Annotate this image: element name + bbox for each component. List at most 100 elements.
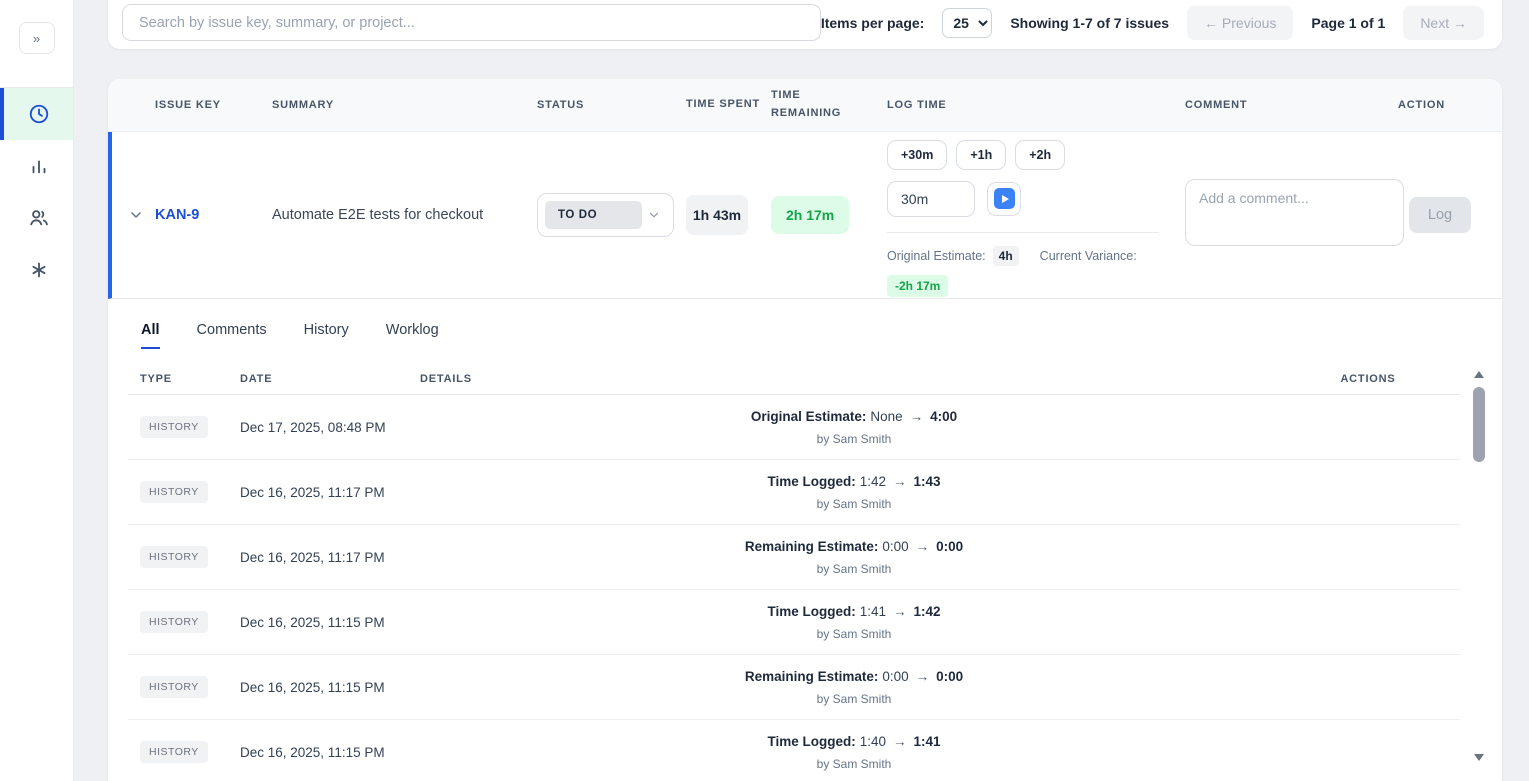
activity-date: Dec 17, 2025, 08:48 PM bbox=[240, 419, 386, 435]
detail-author: by Sam Smith bbox=[816, 756, 892, 771]
users-icon bbox=[28, 207, 50, 229]
activity-details: Time Logged: 1:40 → 1:41 by Sam Smith bbox=[420, 734, 1288, 771]
arrow-right-icon: → bbox=[893, 603, 907, 619]
comment-input[interactable] bbox=[1185, 179, 1404, 246]
next-page-button[interactable]: Next → bbox=[1403, 5, 1484, 40]
activity-details: Time Logged: 1:42 → 1:43 by Sam Smith bbox=[420, 474, 1288, 511]
scroll-up-arrow-icon[interactable] bbox=[1474, 371, 1484, 378]
arrow-right-icon: → bbox=[909, 408, 924, 424]
log-button[interactable]: Log bbox=[1408, 197, 1472, 233]
type-badge: HISTORY bbox=[140, 416, 208, 438]
arrow-right-icon: → bbox=[893, 733, 907, 749]
activity-date: Dec 16, 2025, 11:15 PM bbox=[240, 679, 385, 695]
header-action: ACTION bbox=[1398, 99, 1445, 111]
asterisk-icon bbox=[28, 259, 50, 281]
detail-author: by Sam Smith bbox=[816, 496, 892, 511]
issue-key-link[interactable]: KAN-9 bbox=[155, 207, 200, 223]
scroll-down-arrow-icon[interactable] bbox=[1473, 754, 1484, 761]
activity-date: Dec 16, 2025, 11:15 PM bbox=[240, 744, 385, 760]
detail-field-label: Remaining Estimate: bbox=[744, 668, 879, 684]
activity-details: Time Logged: 1:41 → 1:42 by Sam Smith bbox=[420, 604, 1288, 641]
detail-from-value: None bbox=[870, 408, 903, 424]
sidebar-item-reports[interactable] bbox=[0, 140, 73, 192]
scrollbar-thumb[interactable] bbox=[1473, 387, 1485, 462]
play-icon bbox=[993, 188, 1015, 209]
sidebar-divider bbox=[0, 87, 73, 88]
tab-all[interactable]: All bbox=[141, 322, 160, 349]
detail-to-value: 1:42 bbox=[913, 603, 941, 619]
activity-row: HISTORY Dec 16, 2025, 11:17 PM Time Logg… bbox=[128, 460, 1460, 525]
start-timer-button[interactable] bbox=[987, 181, 1021, 216]
sidebar-collapse-button[interactable]: » bbox=[18, 22, 55, 54]
detail-to-value: 1:41 bbox=[913, 733, 941, 749]
header-type: TYPE bbox=[140, 372, 172, 385]
tab-comments[interactable]: Comments bbox=[196, 322, 267, 338]
header-comment: COMMENT bbox=[1185, 99, 1248, 111]
chevron-down-icon[interactable] bbox=[128, 207, 147, 223]
detail-field-label: Time Logged: bbox=[767, 473, 856, 489]
detail-to-value: 0:00 bbox=[936, 538, 964, 554]
quick-add-buttons: +30m +1h +2h bbox=[887, 139, 1185, 170]
log-time-input[interactable] bbox=[887, 180, 975, 217]
search-input[interactable] bbox=[122, 4, 821, 41]
scrollbar-track[interactable] bbox=[1471, 371, 1487, 777]
add-1h-button[interactable]: +1h bbox=[956, 139, 1007, 170]
variance-label: Current Variance: bbox=[1039, 248, 1137, 263]
header-time-remaining: TIME REMAINING bbox=[771, 89, 842, 119]
add-30m-button[interactable]: +30m bbox=[887, 139, 948, 170]
detail-from-value: 1:41 bbox=[859, 603, 886, 619]
clock-icon bbox=[28, 103, 50, 125]
activity-rows: HISTORY Dec 17, 2025, 08:48 PM Original … bbox=[128, 395, 1460, 781]
log-time-divider bbox=[887, 231, 1159, 233]
page-indicator: Page 1 of 1 bbox=[1311, 14, 1386, 31]
header-date: DATE bbox=[240, 372, 273, 385]
type-cell: HISTORY bbox=[140, 611, 240, 633]
status-cell: TO DO bbox=[537, 193, 686, 237]
original-estimate-value: 4h bbox=[992, 245, 1019, 266]
arrow-right-icon: → bbox=[915, 668, 930, 684]
sidebar-item-team[interactable] bbox=[0, 192, 73, 244]
tab-history[interactable]: History bbox=[303, 322, 349, 338]
detail-field-label: Time Logged: bbox=[767, 733, 856, 749]
type-badge: HISTORY bbox=[140, 546, 208, 568]
showing-count-text: Showing 1-7 of 7 issues bbox=[1010, 14, 1170, 31]
detail-author: by Sam Smith bbox=[816, 431, 892, 446]
activity-row: HISTORY Dec 16, 2025, 11:15 PM Time Logg… bbox=[128, 590, 1460, 655]
activity-details: Remaining Estimate: 0:00 → 0:00 by Sam Smit… bbox=[420, 669, 1288, 706]
header-status: STATUS bbox=[537, 99, 585, 111]
status-select[interactable]: TO DO bbox=[537, 193, 674, 237]
items-per-page-label: Items per page: bbox=[820, 14, 925, 31]
issues-table-header: ISSUE KEY SUMMARY STATUS TIME SPENT TIME… bbox=[108, 79, 1502, 132]
tab-worklog[interactable]: Worklog bbox=[385, 322, 439, 338]
activity-date: Dec 16, 2025, 11:17 PM bbox=[240, 484, 385, 500]
detail-to-value: 1:43 bbox=[913, 473, 941, 489]
activity-table: TYPE DATE DETAILS ACTIONS HISTORY Dec 17… bbox=[128, 363, 1460, 781]
previous-page-button[interactable]: ← Previous bbox=[1187, 5, 1294, 40]
detail-to-value: 0:00 bbox=[936, 668, 964, 684]
toolbar: Items per page: 25 Showing 1-7 of 7 issu… bbox=[108, 0, 1502, 49]
detail-author: by Sam Smith bbox=[816, 691, 892, 706]
activity-row: HISTORY Dec 16, 2025, 11:17 PM Remaining… bbox=[128, 525, 1460, 590]
header-actions: ACTIONS bbox=[1340, 372, 1396, 385]
items-per-page-select[interactable]: 25 bbox=[942, 7, 993, 38]
variance-value: -2h 17m bbox=[887, 274, 949, 297]
activity-date: Dec 16, 2025, 11:15 PM bbox=[240, 614, 385, 630]
type-cell: HISTORY bbox=[140, 676, 240, 698]
type-badge: HISTORY bbox=[140, 611, 208, 633]
sidebar: » bbox=[0, 0, 74, 781]
detail-field-label: Original Estimate: bbox=[750, 408, 867, 424]
sidebar-item-time-tracking[interactable] bbox=[0, 88, 73, 140]
header-details: DETAILS bbox=[420, 372, 472, 385]
activity-scrollbar[interactable] bbox=[1471, 367, 1487, 773]
activity-section: All Comments History Worklog TYPE DATE D… bbox=[108, 299, 1502, 781]
activity-details: Remaining Estimate: 0:00 → 0:00 by Sam Smit… bbox=[420, 539, 1288, 576]
type-cell: HISTORY bbox=[140, 546, 240, 568]
type-cell: HISTORY bbox=[140, 416, 240, 438]
original-estimate-label: Original Estimate: bbox=[887, 248, 986, 263]
issues-panel: ISSUE KEY SUMMARY STATUS TIME SPENT TIME… bbox=[108, 79, 1502, 781]
issue-key-cell: KAN-9 bbox=[128, 207, 272, 223]
issue-row: KAN-9 Automate E2E tests for checkout TO… bbox=[108, 132, 1502, 299]
sidebar-item-automation[interactable] bbox=[0, 244, 73, 296]
add-2h-button[interactable]: +2h bbox=[1015, 139, 1066, 170]
bar-chart-icon bbox=[28, 155, 50, 177]
